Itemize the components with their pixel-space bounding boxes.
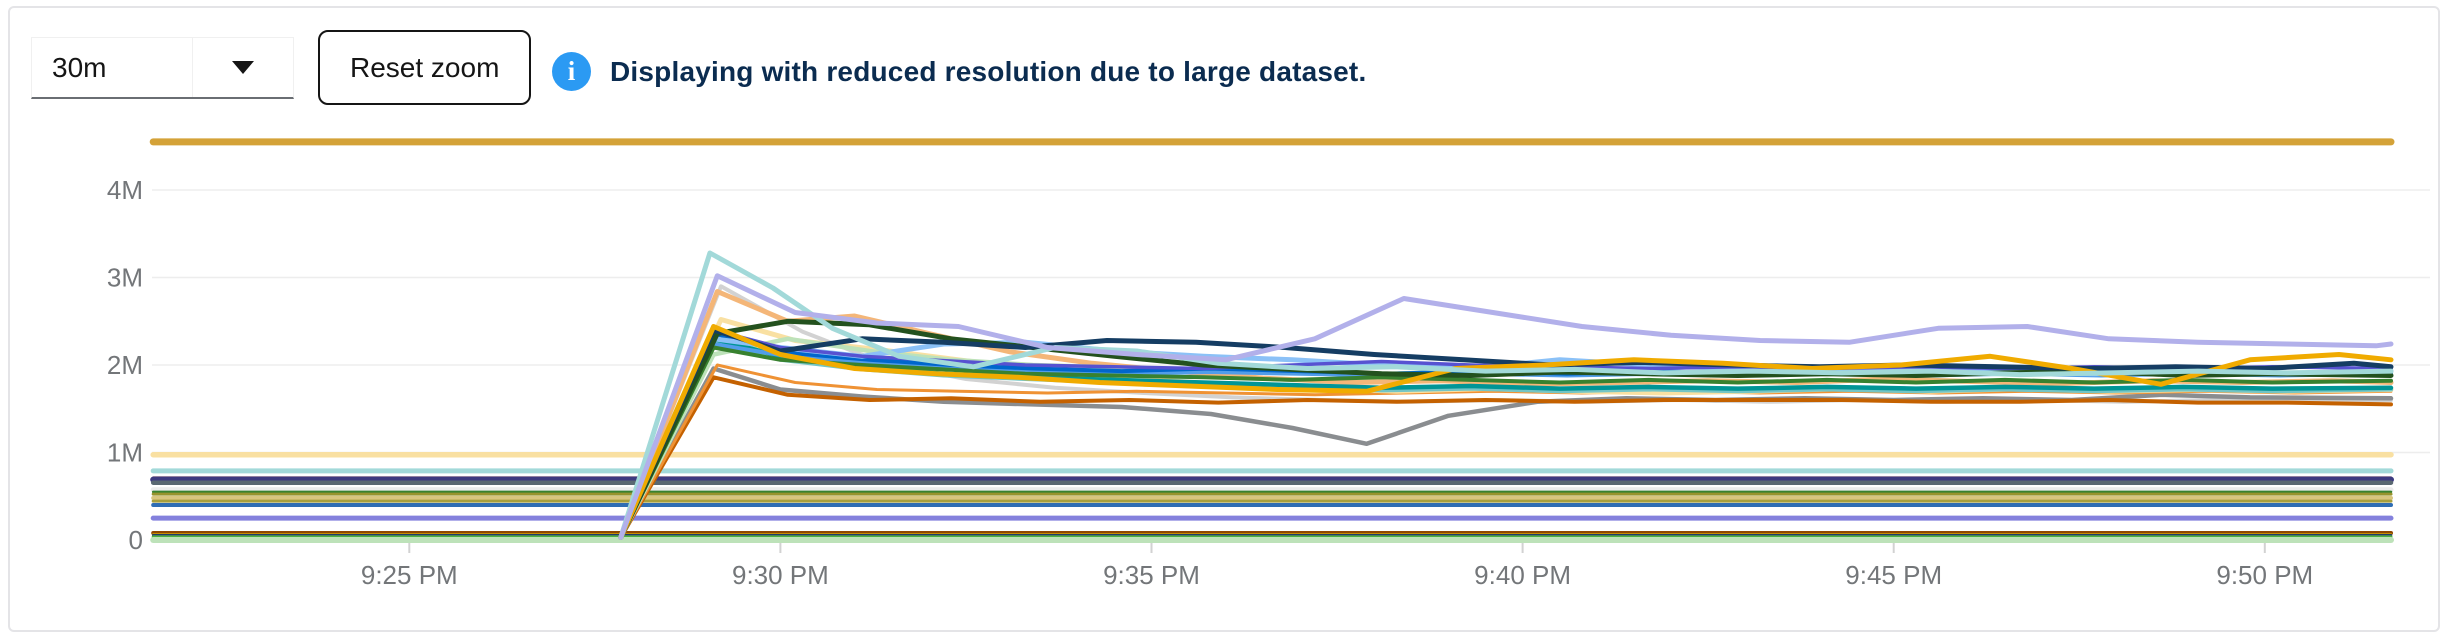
x-axis-label: 9:35 PM — [1103, 560, 1200, 590]
info-message: Displaying with reduced resolution due t… — [610, 55, 1367, 87]
chart-line-spike-green — [618, 345, 2393, 540]
info-row: i Displaying with reduced resolution due… — [552, 52, 1366, 91]
y-axis-label: 2M — [107, 350, 143, 380]
x-axis-label: 9:50 PM — [2216, 560, 2313, 590]
x-axis-label: 9:30 PM — [732, 560, 829, 590]
chart-line-spike-brown — [618, 375, 2393, 540]
y-axis-label: 4M — [107, 175, 143, 205]
chart-line-spike-gold — [618, 324, 2394, 540]
x-axis-label: 9:45 PM — [1845, 560, 1942, 590]
caret-down-icon — [232, 61, 254, 74]
chart-line-spike-pale-teal — [618, 250, 2394, 540]
caret-cell[interactable] — [192, 38, 293, 97]
x-axis-label: 9:25 PM — [361, 560, 458, 590]
chart-line-spike-dark-navy — [618, 327, 2394, 540]
reset-zoom-button[interactable]: Reset zoom — [318, 30, 532, 105]
y-axis-label: 1M — [107, 438, 143, 468]
y-axis-label: 3M — [107, 263, 143, 293]
y-axis-label: 0 — [129, 525, 143, 555]
x-axis-label: 9:40 PM — [1474, 560, 1571, 590]
duration-select[interactable]: 30m — [31, 37, 294, 99]
info-icon: i — [552, 52, 591, 91]
chart-line-spike-light-purple — [618, 273, 2394, 540]
panel-border — [8, 6, 2440, 632]
duration-select-value: 30m — [52, 51, 107, 83]
